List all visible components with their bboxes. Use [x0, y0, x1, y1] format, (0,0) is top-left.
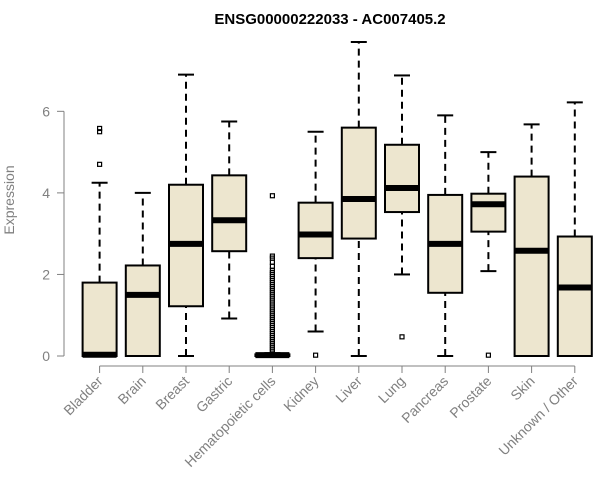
x-tick-label-breast: Breast — [152, 373, 192, 413]
box-bladder — [81, 281, 118, 358]
x-tick-label-lung: Lung — [375, 373, 408, 406]
outlier-bladder — [96, 125, 103, 132]
x-tick-label-gastric: Gastric — [193, 373, 236, 416]
x-tick-label-unknown-other: Unknown / Other — [495, 373, 581, 459]
outlier-prostate — [485, 352, 491, 358]
box-brain — [124, 264, 161, 357]
box-gastric — [211, 174, 248, 253]
box-prostate — [470, 192, 507, 233]
y-tick-label: 2 — [42, 266, 50, 282]
y-axis-label: Expression — [1, 165, 17, 234]
x-tick-label-brain: Brain — [114, 373, 148, 407]
outlier-hematopoietic-cells — [269, 263, 275, 269]
chart-title: ENSG00000222033 - AC007405.2 — [214, 11, 445, 28]
x-tick-label-liver: Liver — [332, 373, 365, 406]
box-kidney — [297, 201, 334, 260]
outlier-lung — [399, 334, 405, 340]
x-tick-label-kidney: Kidney — [280, 373, 322, 415]
box-skin — [513, 175, 550, 357]
x-tick-label-prostate: Prostate — [446, 373, 494, 421]
outlier-hematopoietic-cells — [269, 253, 275, 259]
box-lung — [384, 143, 420, 214]
x-tick-label-skin: Skin — [507, 373, 538, 404]
outlier-kidney — [313, 352, 319, 358]
x-tick-label-pancreas: Pancreas — [398, 373, 451, 426]
y-tick-label: 0 — [42, 348, 50, 364]
box-liver — [340, 126, 377, 240]
outlier-bladder — [96, 161, 103, 167]
y-tick-label: 6 — [42, 103, 50, 119]
outlier-hematopoietic-cells — [269, 259, 275, 265]
y-tick-label: 4 — [42, 185, 50, 201]
outlier-bladder — [96, 129, 103, 135]
outlier-hematopoietic-cells — [269, 193, 275, 199]
x-tick-label-bladder: Bladder — [60, 373, 106, 419]
box-unknown-other — [556, 235, 593, 357]
